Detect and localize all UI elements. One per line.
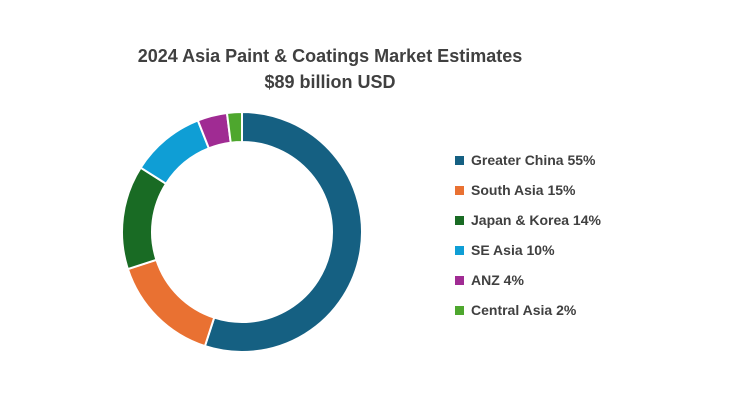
legend-label: SE Asia 10% [471, 242, 555, 258]
donut-slice-central-asia [225, 110, 243, 144]
legend-label: ANZ 4% [471, 272, 524, 288]
legend-item-central-asia: Central Asia 2% [455, 295, 601, 325]
legend-swatch [455, 275, 464, 285]
legend-item-south-asia: South Asia 15% [455, 175, 601, 205]
legend-swatch [455, 185, 464, 195]
legend-swatch [455, 305, 464, 315]
legend-swatch [455, 245, 464, 255]
legend-label: Japan & Korea 14% [471, 212, 601, 228]
legend-item-greater-china: Greater China 55% [455, 145, 601, 175]
legend-swatch [455, 155, 464, 165]
legend-item-anz: ANZ 4% [455, 265, 601, 295]
donut-slice-se-asia [139, 119, 211, 186]
legend-item-japan-korea: Japan & Korea 14% [455, 205, 601, 235]
legend-label: Greater China 55% [471, 152, 596, 168]
legend-swatch [455, 215, 464, 225]
chart-subtitle: $89 billion USD [264, 72, 396, 92]
donut-slice-south-asia [126, 258, 216, 348]
chart-legend: Greater China 55% South Asia 15% Japan &… [455, 145, 601, 325]
donut-slice-greater-china [203, 110, 363, 353]
donut-chart [121, 110, 363, 353]
legend-item-se-asia: SE Asia 10% [455, 235, 601, 265]
legend-label: South Asia 15% [471, 182, 576, 198]
chart-title: 2024 Asia Paint & Coatings Market Estima… [137, 46, 523, 66]
legend-label: Central Asia 2% [471, 302, 577, 318]
donut-slice-japan-korea [121, 166, 168, 271]
